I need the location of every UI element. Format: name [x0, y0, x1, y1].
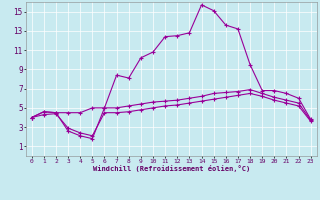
X-axis label: Windchill (Refroidissement éolien,°C): Windchill (Refroidissement éolien,°C)	[92, 165, 250, 172]
